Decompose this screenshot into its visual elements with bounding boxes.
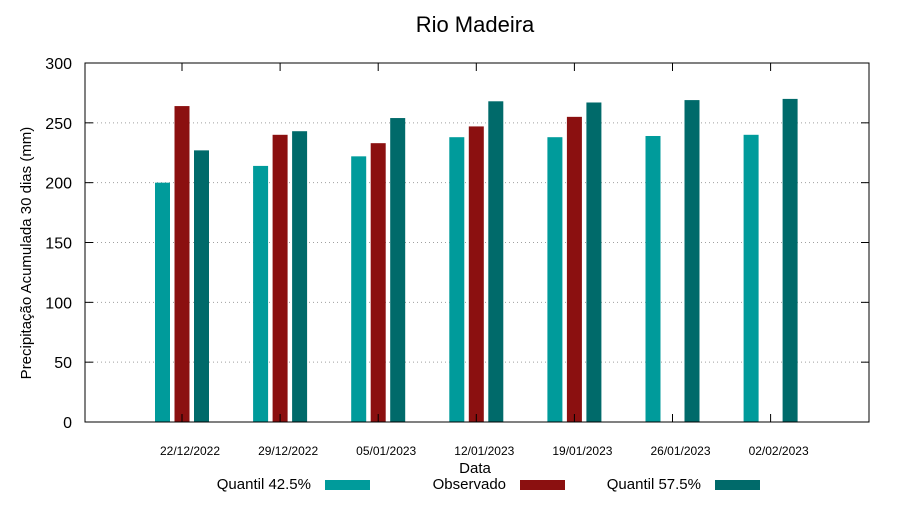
x-tick-label: 19/01/2023 (552, 444, 612, 458)
bar-0-6 (743, 134, 759, 423)
legend-swatch-2 (715, 480, 760, 490)
bar-2-3 (488, 101, 504, 422)
bar-2-5 (684, 100, 700, 422)
x-tick-label: 12/01/2023 (454, 444, 514, 458)
x-tick-label: 26/01/2023 (650, 444, 710, 458)
bar-1-4 (566, 116, 582, 422)
bar-2-1 (292, 131, 308, 422)
legend-swatch-0 (325, 480, 370, 490)
x-axis-ticks: 22/12/2022 29/12/2022 05/01/2023 12/01/2023… (160, 63, 809, 458)
bar-2-4 (586, 102, 602, 423)
x-tick-label: 22/12/2022 (160, 444, 220, 458)
bar-0-1 (253, 165, 269, 422)
y-tick-label: 0 (63, 415, 72, 432)
legend-swatch-1 (520, 480, 565, 490)
bar-2-0 (194, 150, 209, 422)
chart-title: Rio Madeira (416, 12, 535, 37)
bar-0-4 (547, 137, 563, 422)
y-tick-label: 200 (45, 176, 72, 193)
bar-1-2 (370, 143, 386, 422)
bar-1-0 (174, 106, 190, 422)
y-tick-label: 250 (45, 116, 72, 133)
y-tick-label: 150 (45, 236, 72, 253)
y-tick-label: 300 (45, 56, 72, 73)
bar-0-5 (645, 135, 661, 422)
legend-label-1: Observado (433, 476, 506, 493)
legend: Quantil 42.5% Observado Quantil 57.5% (217, 476, 760, 493)
bar-0-0 (155, 182, 170, 422)
bar-2-6 (782, 98, 798, 423)
y-axis-ticks: 0 50 100 150 200 250 300 (45, 56, 869, 432)
y-axis-label: Precipitação Acumulada 30 dias (mm) (18, 127, 35, 380)
x-tick-label: 02/02/2023 (749, 444, 809, 458)
bars (155, 98, 798, 423)
x-tick-label: 29/12/2022 (258, 444, 318, 458)
bar-0-2 (351, 156, 367, 422)
bar-1-1 (272, 134, 288, 423)
legend-label-2: Quantil 57.5% (607, 476, 701, 493)
bar-2-2 (390, 118, 406, 423)
y-tick-label: 50 (54, 355, 72, 372)
y-tick-label: 100 (45, 295, 72, 312)
x-axis-label: Data (459, 460, 491, 477)
x-tick-label: 05/01/2023 (356, 444, 416, 458)
legend-label-0: Quantil 42.5% (217, 476, 311, 493)
bar-1-3 (468, 126, 484, 422)
bar-0-3 (449, 137, 465, 422)
